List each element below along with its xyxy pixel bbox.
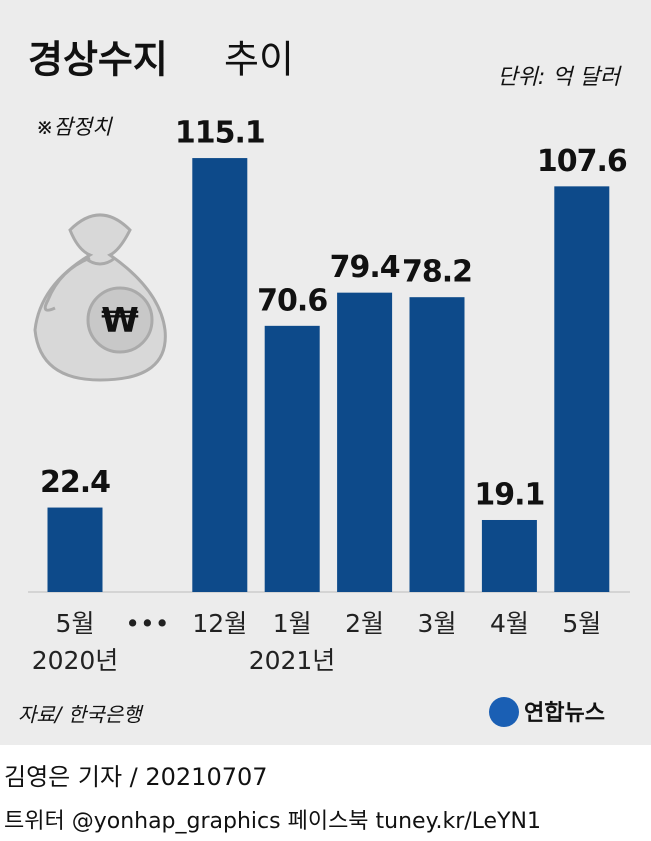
chart-title-suffix: 추이 [224,38,294,82]
bar [481,519,537,592]
bar [337,292,393,592]
chart-title: 경상수지 [28,38,168,82]
value-label: 79.4 [330,250,400,285]
bar [192,158,248,592]
x-tick-label: ••• [125,609,169,638]
year-label: 2021년 [249,646,336,675]
logo: 연합뉴스 [524,700,605,726]
bar [47,507,103,592]
bar [409,297,465,592]
bar [264,325,320,592]
year-label: 2020년 [32,646,119,675]
social: 트위터 @yonhap_graphics 페이스북 tuney.kr/LeYN1 [4,809,541,834]
value-label: 22.4 [40,465,110,500]
svg-text:₩: ₩ [101,301,139,341]
x-tick-label: 3월 [418,609,457,638]
x-tick-label: 12월 [192,609,247,638]
logo-icon [489,697,519,727]
source: 자료/ 한국은행 [18,703,144,727]
note: ※잠정치 [36,115,113,139]
x-tick-label: 5월 [562,609,601,638]
byline: 김영은 기자 / 20210707 [4,763,268,791]
x-tick-label: 2월 [345,609,384,638]
x-tick-label: 4월 [490,609,529,638]
money-bag-icon: ₩ [33,213,167,382]
value-label: 78.2 [402,255,472,290]
bar [554,186,610,592]
value-label: 70.6 [257,283,327,318]
x-tick-label: 1월 [273,609,312,638]
unit-label: 단위: 억 달러 [497,65,621,90]
value-label: 19.1 [474,477,544,512]
value-label: 107.6 [537,144,627,179]
x-tick-label: 5월 [56,609,95,638]
value-label: 115.1 [175,116,265,151]
